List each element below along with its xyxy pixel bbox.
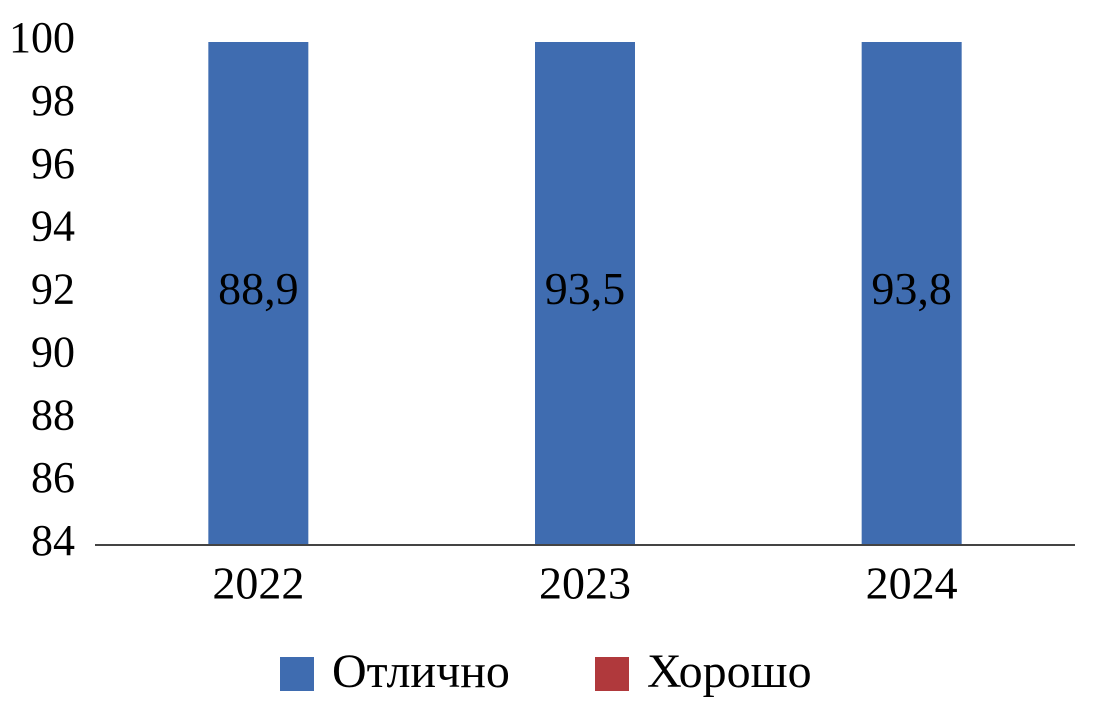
data-label: 93,5 (545, 263, 626, 314)
y-tick-label: 84 (31, 516, 75, 565)
legend-label: Хорошо (647, 645, 812, 698)
y-tick-label: 90 (31, 327, 75, 376)
data-label: 93,8 (871, 263, 952, 314)
legend-swatch (595, 657, 629, 691)
y-tick-label: 98 (31, 76, 75, 125)
bar-segment (861, 42, 962, 545)
bar-segment (535, 42, 635, 545)
x-tick-label: 2024 (866, 558, 958, 609)
y-tick-label: 86 (31, 453, 75, 502)
data-label: 88,9 (218, 263, 299, 314)
bar-segment (208, 42, 309, 545)
y-tick-label: 100 (9, 13, 75, 62)
legend-swatch (280, 657, 314, 691)
legend-label: Отлично (332, 645, 510, 698)
y-tick-label: 88 (31, 390, 75, 439)
y-tick-label: 96 (31, 139, 75, 188)
y-tick-label: 92 (31, 265, 75, 314)
y-tick-label: 94 (31, 202, 75, 251)
x-tick-label: 2023 (539, 558, 631, 609)
x-tick-label: 2022 (212, 558, 304, 609)
